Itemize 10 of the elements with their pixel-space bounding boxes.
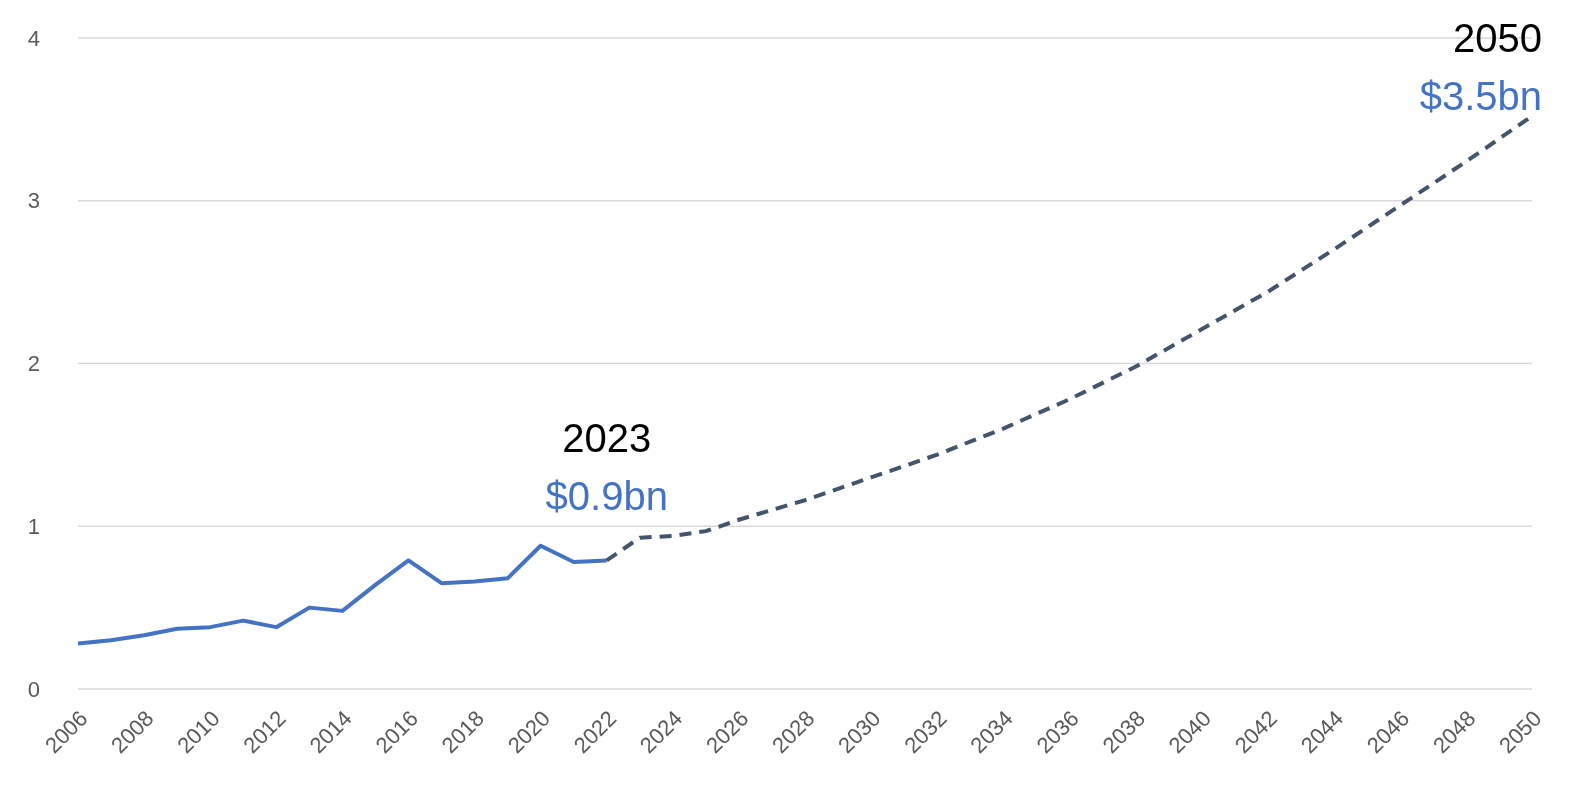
- annotation: 2050: [1453, 16, 1542, 60]
- line-series: [76, 543, 609, 646]
- annotation: 2023: [562, 416, 652, 461]
- y-tick-label: 4: [27, 25, 40, 51]
- y-tick-label: 1: [27, 513, 40, 539]
- annotation: $0.9bn: [545, 474, 668, 519]
- y-tick-label: 0: [27, 676, 40, 702]
- y-tick-label: 2: [27, 351, 40, 377]
- y-tick-label: 3: [27, 188, 40, 214]
- annotation: $3.5bn: [1419, 74, 1542, 118]
